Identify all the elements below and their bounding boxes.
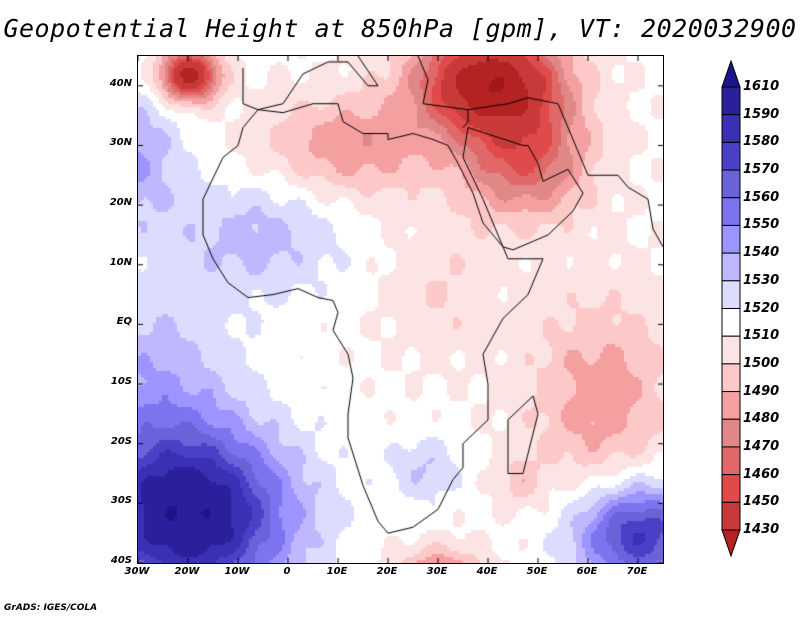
colorbar-label: 1500 [743,355,780,371]
colorbar-label: 1450 [743,494,780,510]
lat-tick-label: 10S [110,376,132,388]
lat-tick-label: 40N [109,77,132,89]
colorbar-label: 1460 [743,466,780,482]
colorbar-label: 1560 [743,189,780,205]
colorbar-label: 1540 [743,245,780,261]
colorbar-label: 1610 [743,79,780,94]
colorbar-band [721,501,741,531]
lon-tick-label: 20W [174,566,200,577]
lat-tick-label: 20S [110,435,132,447]
lat-tick-label: 20N [109,197,132,209]
colorbar-min-arrow [721,529,741,558]
colorbar-band [721,446,741,476]
lon-tick-label: 20E [376,566,398,577]
colorbar [721,60,741,558]
lat-tick-label: 30N [109,137,132,149]
colorbar-label: 1470 [743,438,780,454]
lat-tick-label: 10N [109,256,132,268]
colorbar-band [721,224,741,254]
lat-tick-label: 30S [110,495,132,507]
colorbar-band [721,252,741,282]
lon-tick-label: 40E [476,566,498,577]
grads-credit: GrADS: IGES/COLA [4,603,98,613]
colorbar-band [721,280,741,309]
colorbar-band [721,141,741,171]
colorbar-label: 1590 [743,106,780,122]
colorbar-label: 1480 [743,411,780,427]
lon-tick-label: 70E [626,566,648,577]
lon-tick-label: 30E [426,566,448,577]
lon-tick-label: 0 [283,566,291,577]
colorbar-label: 1430 [743,522,780,537]
colorbar-band [721,335,741,365]
colorbar-label: 1530 [743,272,780,288]
colorbar-band [721,308,741,337]
colorbar-label: 1510 [743,328,780,344]
colorbar-label: 1580 [743,134,780,150]
colorbar-label: 1570 [743,162,780,178]
colorbar-band [721,418,741,448]
plot-title: Geopotential Height at 850hPa [gpm], VT:… [3,14,797,43]
colorbar-band [721,363,741,393]
colorbar-max-arrow [721,60,741,88]
colorbar-label: 1490 [743,383,780,399]
lon-tick-label: 10W [224,566,250,577]
lon-tick-label: 10E [326,566,348,577]
lon-tick-label: 30W [124,566,150,577]
colorbar-label: 1520 [743,300,780,316]
colorbar-band [721,391,741,420]
lat-tick-label: 40S [110,555,132,566]
colorbar-band [721,474,741,503]
colorbar-label: 1550 [743,217,780,233]
colorbar-band [721,86,741,116]
lat-tick-label: EQ [116,316,132,328]
colorbar-band [721,169,741,199]
geopotential-map [137,55,664,564]
colorbar-band [721,114,741,143]
lon-tick-label: 50E [526,566,548,577]
colorbar-band [721,197,741,226]
lon-tick-label: 60E [576,566,598,577]
